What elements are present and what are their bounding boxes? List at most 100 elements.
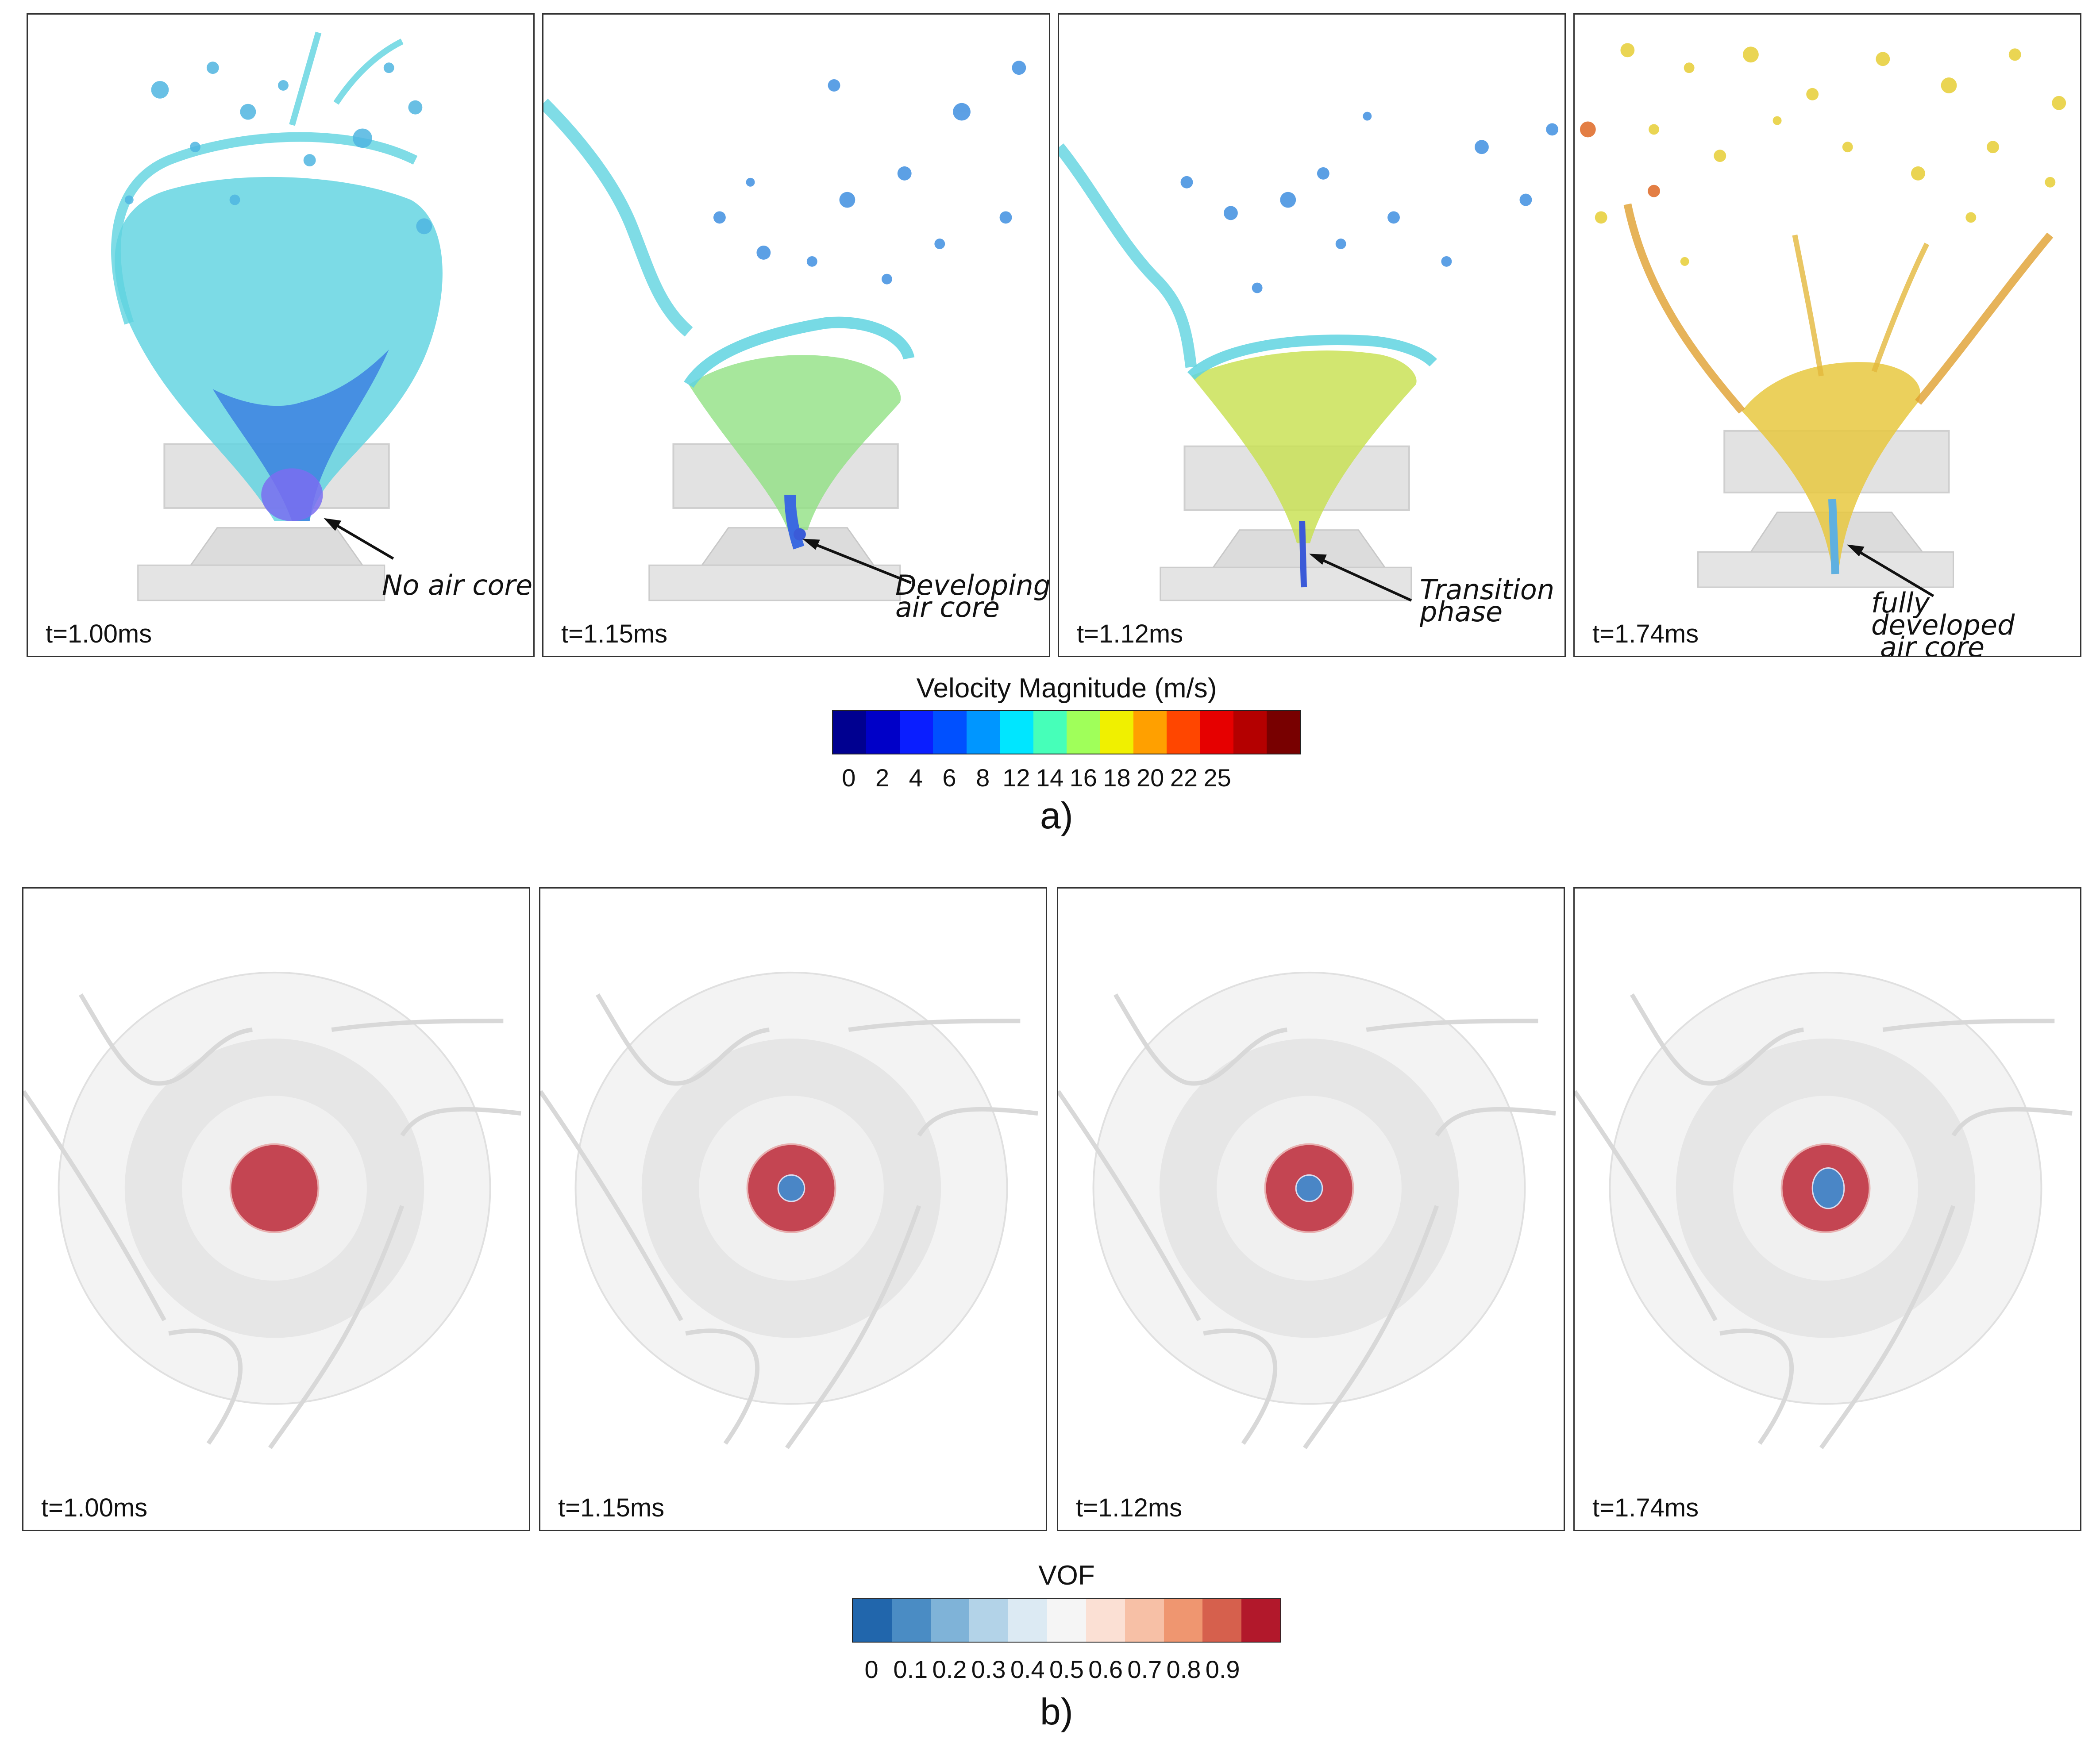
colorbar-swatch — [966, 711, 1000, 754]
colorbar-swatch — [866, 711, 900, 754]
colorbar-b-ticks: 0 0.1 0.2 0.3 0.4 0.5 0.6 0.7 0.8 0.9 — [852, 1655, 1281, 1684]
vof-cross-section — [23, 971, 521, 1450]
liquid-vof-region — [229, 1143, 320, 1233]
inlet-channel-edge — [1719, 1328, 1794, 1445]
colorbar-swatch — [930, 1599, 970, 1642]
inlet-channel-edge — [331, 1019, 504, 1032]
colorbar-tick-label: 2 — [875, 764, 890, 792]
colorbar-swatch — [891, 1599, 931, 1642]
vof-cross-section — [540, 971, 1038, 1450]
inlet-channel-edge — [1630, 993, 1804, 1086]
spray-panel-1: No air core t=1.00ms — [27, 13, 535, 657]
spray-illustration — [543, 61, 1026, 601]
inlet-channel-edge — [1114, 993, 1287, 1086]
colorbar-tick-label: 12 — [1002, 764, 1030, 792]
spray-illustration — [1059, 112, 1559, 602]
colorbar-swatch — [899, 711, 933, 754]
air-core-region — [1295, 1174, 1323, 1202]
inlet-channel-edge — [785, 1205, 921, 1450]
spray-illustration — [111, 31, 443, 601]
inlet-channel-edge — [79, 993, 253, 1086]
vof-panel-4: t=1.74ms — [1573, 887, 2081, 1531]
colorbar-tick-label: 0.7 — [1127, 1655, 1162, 1683]
annotation-label: fully developed air core — [1871, 587, 2015, 657]
colorbar-swatch — [1100, 711, 1133, 754]
colorbar-tick-label: 8 — [976, 764, 990, 792]
colorbar-swatch — [1086, 1599, 1125, 1642]
colorbar-tick-label: 0.3 — [971, 1655, 1006, 1683]
colorbar-swatch — [1008, 1599, 1048, 1642]
colorbar-a-title: Velocity Magnitude (m/s) — [916, 673, 1217, 704]
time-label: t=1.15ms — [558, 1493, 665, 1522]
colorbar-swatch — [1047, 1599, 1086, 1642]
colorbar-a — [832, 710, 1301, 754]
time-label: t=1.74ms — [1592, 619, 1699, 648]
inlet-channel-edge — [1882, 1019, 2055, 1032]
colorbar-swatch — [853, 1599, 892, 1642]
colorbar-a-ticks: 0 2 4 6 8 12 14 16 18 20 22 25 — [832, 763, 1301, 792]
annotation-label: Developing air core — [895, 569, 1050, 623]
inlet-channel-edge — [596, 993, 770, 1086]
colorbar-tick-label: 0 — [842, 764, 856, 792]
vof-cross-section — [1575, 971, 2073, 1450]
colorbar-swatch — [1241, 1599, 1280, 1642]
colorbar-tick-label: 0.5 — [1049, 1655, 1084, 1683]
inlet-channel-edge — [917, 1107, 1038, 1137]
time-label: t=1.15ms — [561, 619, 668, 648]
colorbar-tick-label: 4 — [909, 764, 923, 792]
inlet-channel-edge — [1058, 1090, 1201, 1322]
colorbar-swatch — [1000, 711, 1033, 754]
spray-panel-2: Developing air core t=1.15ms — [542, 13, 1050, 657]
inlet-channel-edge — [400, 1107, 521, 1137]
colorbar-swatch — [969, 1599, 1009, 1642]
inlet-channel-edge — [23, 1090, 166, 1322]
colorbar-swatch — [1233, 711, 1267, 754]
caption-a: a) — [1040, 795, 1073, 836]
colorbar-tick-label: 0.2 — [932, 1655, 967, 1683]
inlet-channel-edge — [1435, 1107, 1556, 1137]
vof-panel-1: t=1.00ms — [22, 887, 530, 1531]
annotation-label: Transition phase — [1420, 573, 1555, 628]
air-core-region — [1811, 1167, 1845, 1209]
colorbar-b-title: VOF — [1038, 1560, 1095, 1591]
time-label: t=1.00ms — [41, 1493, 148, 1522]
inlet-channel-edge — [1366, 1019, 1538, 1032]
time-label: t=1.74ms — [1592, 1493, 1699, 1522]
colorbar-swatch — [1033, 711, 1067, 754]
colorbar-swatch — [933, 711, 967, 754]
inlet-channel-edge — [685, 1328, 759, 1445]
inlet-channel-edge — [1203, 1328, 1277, 1445]
colorbar-tick-label: 0.8 — [1166, 1655, 1201, 1683]
colorbar-swatch — [1167, 711, 1200, 754]
colorbar-tick-label: 0.4 — [1010, 1655, 1045, 1683]
spray-panel-3: Transition phase t=1.12ms — [1058, 13, 1566, 657]
inlet-channel-edge — [540, 1090, 683, 1322]
caption-b: b) — [1040, 1691, 1073, 1732]
inlet-channel-edge — [848, 1019, 1021, 1032]
colorbar-swatch — [1125, 1599, 1164, 1642]
colorbar-tick-label: 16 — [1069, 764, 1097, 792]
time-label: t=1.00ms — [46, 619, 152, 648]
colorbar-tick-label: 0.9 — [1205, 1655, 1240, 1683]
colorbar-tick-label: 0 — [864, 1655, 879, 1683]
colorbar-tick-label: 0.6 — [1088, 1655, 1123, 1683]
annotation-label: No air core — [382, 569, 533, 601]
vof-cross-section — [1058, 971, 1556, 1450]
colorbar-b — [852, 1598, 1281, 1643]
colorbar-tick-label: 18 — [1103, 764, 1131, 792]
colorbar-swatch — [1066, 711, 1100, 754]
spray-illustration — [1580, 43, 2066, 597]
colorbar-tick-label: 20 — [1137, 764, 1164, 792]
colorbar-swatch — [1164, 1599, 1203, 1642]
colorbar-swatch — [833, 711, 867, 754]
air-core-region — [777, 1174, 805, 1202]
inlet-channel-edge — [1303, 1205, 1439, 1450]
vof-panel-3: t=1.12ms — [1057, 887, 1565, 1531]
inlet-channel-edge — [1819, 1205, 1956, 1450]
spray-panel-4: fully developed air core t=1.74ms — [1573, 13, 2081, 657]
colorbar-swatch — [1267, 711, 1300, 754]
colorbar-tick-label: 14 — [1036, 764, 1064, 792]
colorbar-tick-label: 22 — [1170, 764, 1198, 792]
colorbar-tick-label: 6 — [942, 764, 956, 792]
inlet-channel-edge — [1951, 1107, 2073, 1137]
